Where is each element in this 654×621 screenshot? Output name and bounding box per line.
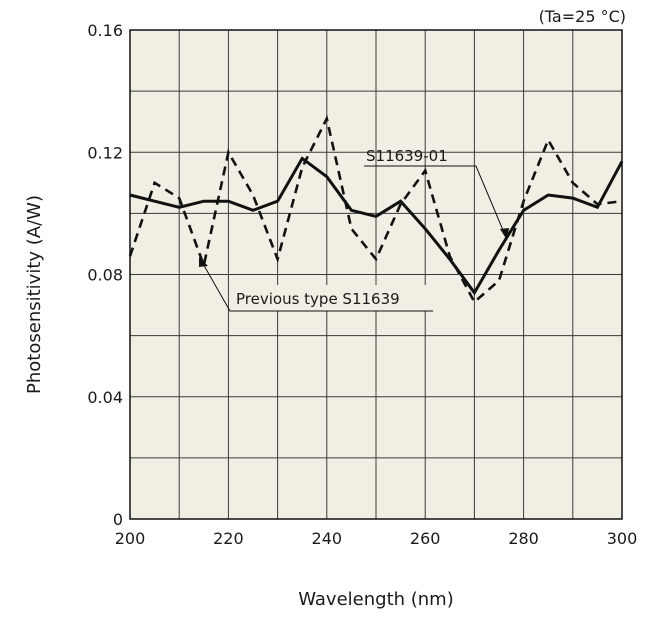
y-tick-label: 0.16 [87, 21, 123, 40]
x-tick-labels: 200 220 240 260 280 300 [115, 529, 638, 548]
annotation-leader-s11639-01 [364, 165, 506, 236]
condition-label: (Ta=25 °C) [539, 7, 626, 26]
x-tick-label: 280 [508, 529, 539, 548]
y-tick-label: 0.08 [87, 266, 123, 285]
series-layer [128, 114, 624, 305]
x-tick-label: 300 [607, 529, 638, 548]
annotation-layer: S11639-01 Previous type S11639 [199, 147, 509, 312]
series-line-previous-type-s11639 [128, 114, 623, 305]
series-line-s11639-01 [129, 156, 624, 296]
annotation-leader-previous-type [201, 261, 433, 312]
annotation-previous-type-s11639: Previous type S11639 [236, 290, 400, 308]
y-axis-label: Photosensitivity (A/W) [24, 195, 45, 394]
x-axis-label: Wavelength (nm) [298, 589, 454, 610]
y-tick-labels: 0 0.04 0.08 0.12 0.16 [87, 21, 123, 529]
grid-lines [130, 30, 622, 519]
x-tick-label: 220 [213, 529, 244, 548]
x-tick-label: 240 [312, 529, 343, 548]
annotation-box [230, 285, 433, 311]
x-tick-label: 260 [410, 529, 441, 548]
x-tick-label: 200 [115, 529, 146, 548]
y-tick-label: 0.12 [87, 143, 123, 162]
annotation-s11639-01: S11639-01 [366, 147, 448, 165]
y-tick-label: 0.04 [87, 388, 123, 407]
annotation-arrowhead [199, 257, 208, 267]
plot-frame [129, 29, 623, 520]
y-tick-label: 0 [113, 510, 123, 529]
annotation-arrowhead [500, 228, 509, 240]
